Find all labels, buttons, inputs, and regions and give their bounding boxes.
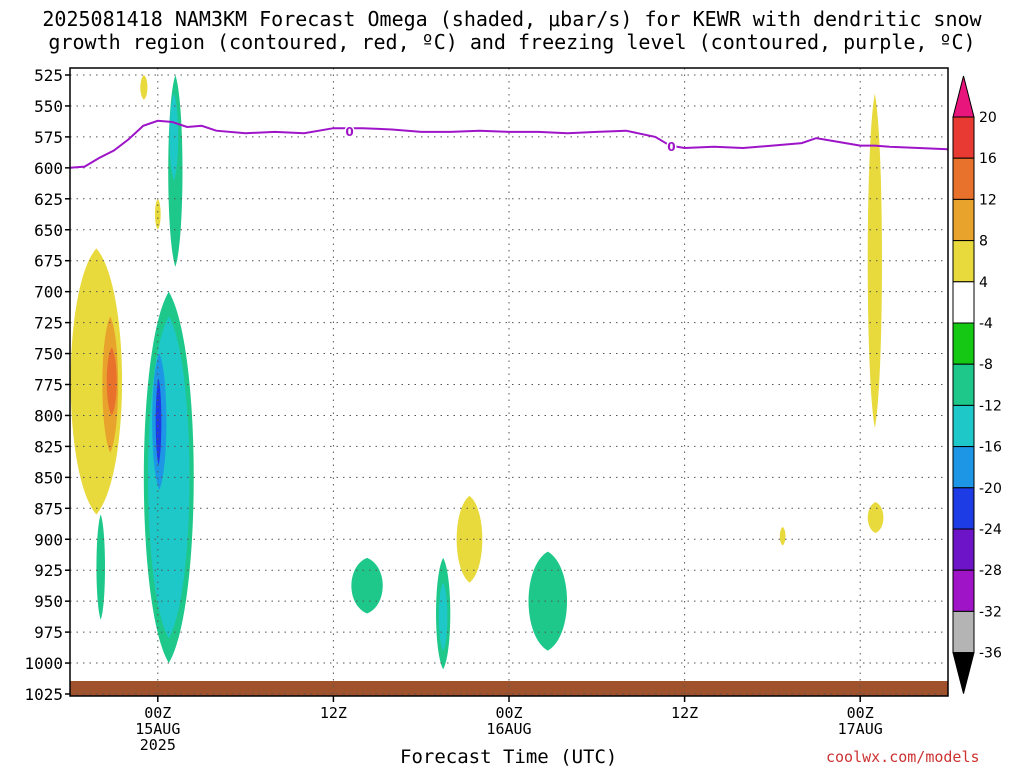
y-tick-label: 625: [34, 190, 63, 209]
colorbar-band-8: [952, 404, 975, 448]
colorbar: 20 16 12 8 4 -4 -8 -12 -16 -20 -24 -28 -32 -36: [952, 75, 1002, 694]
omega-region-14: [438, 582, 448, 651]
colorbar-band-9: [952, 446, 975, 489]
omega-region-19: [779, 526, 786, 546]
omega-region-17: [867, 93, 882, 428]
colorbar-label: -16: [979, 440, 1002, 456]
omega-region-18: [867, 502, 884, 534]
omega-region-6: [106, 347, 117, 416]
colorbar-label: 8: [979, 234, 988, 250]
y-tick-label: 900: [34, 530, 63, 549]
y-tick-label: 750: [34, 345, 63, 364]
omega-region-2: [140, 75, 148, 100]
y-tick-label: 550: [34, 97, 63, 116]
colorbar-label: -4: [979, 316, 993, 332]
colorbar-label: -36: [979, 646, 1002, 662]
y-tick-label: 1025: [24, 685, 63, 704]
omega-region-10: [155, 378, 162, 465]
colorbar-band-1: [952, 116, 975, 159]
omega-region-3: [154, 198, 161, 230]
source-credit: coolwx.com/models: [826, 748, 980, 766]
colorbar-label: -28: [979, 563, 1002, 579]
y-tick-label: 850: [34, 468, 63, 487]
freezing-level-label: 0: [345, 125, 353, 139]
freezing-level-line: [69, 119, 949, 169]
y-tick-label: 825: [34, 437, 63, 456]
colorbar-label: -24: [979, 522, 1002, 538]
omega-region-1: [169, 93, 179, 181]
chart-title-line2: growth region (contoured, red, ºC) and f…: [48, 30, 976, 54]
freezing-level-label: 0: [667, 140, 675, 154]
x-tick-label: 16AUG: [486, 720, 531, 738]
y-tick-label: 525: [34, 66, 63, 85]
colorbar-band-2: [952, 157, 975, 200]
x-tick-label: 00Z: [144, 704, 171, 722]
colorbar-band-3: [952, 198, 975, 242]
colorbar-label: -32: [979, 604, 1002, 620]
grid-lines: [70, 68, 948, 696]
omega-region-12: [351, 557, 383, 614]
x-tick-label: 12Z: [671, 704, 698, 722]
colorbar-label: 20: [979, 110, 997, 126]
colorbar-label: 4: [979, 275, 988, 291]
y-tick-label: 700: [34, 283, 63, 302]
omega-region-11: [96, 514, 106, 620]
omega-region-15: [456, 495, 483, 583]
colorbar-band-12: [952, 569, 975, 612]
x-tick-label: 15AUG: [135, 720, 180, 738]
colorbar-band-5: [952, 281, 975, 324]
colorbar-band-4: [952, 240, 975, 283]
y-tick-label: 575: [34, 128, 63, 147]
colorbar-band-11: [952, 528, 975, 571]
x-tick-label: 00Z: [495, 704, 522, 722]
colorbar-band-13: [952, 610, 975, 654]
terrain-fill: [70, 681, 948, 696]
x-tick-label: 2025: [140, 736, 176, 754]
y-tick-label: 650: [34, 221, 63, 240]
freezing-level-contour: 00: [69, 119, 949, 169]
terrain-layer: [70, 681, 948, 696]
omega-region-16: [528, 551, 568, 651]
colorbar-label: 16: [979, 151, 997, 167]
x-tick-label: 17AUG: [838, 720, 883, 738]
y-tick-label: 675: [34, 252, 63, 271]
axes: 525 550 575 600 625 650 675 700 725 750 775 800 825 8…: [24, 66, 949, 754]
x-axis-title: Forecast Time (UTC): [400, 746, 618, 768]
colorbar-top-arrow: [952, 75, 975, 118]
colorbar-band-10: [952, 487, 975, 530]
chart-title-line1: 2025081418 NAM3KM Forecast Omega (shaded…: [42, 7, 982, 31]
colorbar-band-6: [952, 322, 975, 365]
colorbar-label: -20: [979, 481, 1002, 497]
y-tick-label: 975: [34, 623, 63, 642]
y-tick-label: 925: [34, 561, 63, 580]
y-tick-label: 800: [34, 406, 63, 425]
colorbar-label: -12: [979, 398, 1002, 414]
y-tick-label: 950: [34, 592, 63, 611]
x-tick-label: 00Z: [847, 704, 874, 722]
y-tick-label: 600: [34, 159, 63, 178]
y-tick-label: 1000: [24, 654, 63, 673]
colorbar-bottom-arrow: [952, 652, 975, 694]
colorbar-band-7: [952, 363, 975, 406]
colorbar-label: -8: [979, 357, 993, 373]
colorbar-label: 12: [979, 192, 997, 208]
y-tick-label: 725: [34, 314, 63, 333]
y-tick-label: 875: [34, 499, 63, 518]
x-tick-label: 12Z: [320, 704, 347, 722]
y-tick-label: 775: [34, 376, 63, 395]
